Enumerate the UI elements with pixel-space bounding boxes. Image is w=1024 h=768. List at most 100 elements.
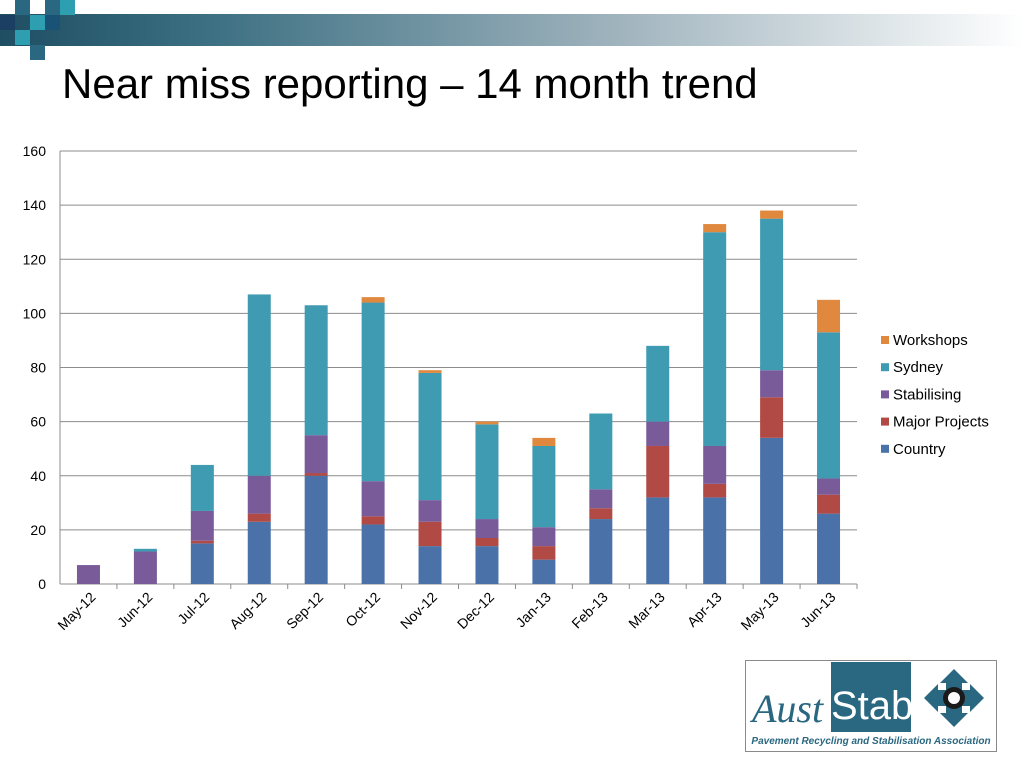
bar-segment-country bbox=[304, 475, 328, 584]
bar-segment-workshops bbox=[418, 370, 442, 373]
bar-segment-major-projects bbox=[304, 473, 328, 476]
bar-segment-stabilising bbox=[133, 551, 157, 584]
bar-segment-workshops bbox=[532, 437, 556, 446]
y-tick-label: 120 bbox=[23, 251, 47, 267]
x-tick-label: Jun-12 bbox=[114, 589, 156, 631]
bar-segment-country bbox=[190, 543, 214, 584]
bar-segment-stabilising bbox=[475, 519, 499, 538]
y-tick-label: 20 bbox=[30, 522, 46, 538]
logo-stab-box: Stab bbox=[831, 662, 914, 732]
bar-segment-sydney bbox=[361, 302, 385, 482]
bar-segment-country bbox=[418, 546, 442, 584]
bar-segment-major-projects bbox=[646, 445, 670, 498]
x-tick-label: Feb-13 bbox=[568, 589, 611, 632]
bar-segment-stabilising bbox=[76, 565, 100, 584]
x-tick-label: Apr-13 bbox=[684, 589, 725, 630]
legend-swatch bbox=[881, 417, 889, 426]
bar-segment-major-projects bbox=[190, 540, 214, 544]
bar-segment-sydney bbox=[418, 372, 442, 501]
bar-segment-country bbox=[760, 437, 784, 584]
bar-segment-stabilising bbox=[760, 370, 784, 398]
bar-segment-country bbox=[646, 497, 670, 584]
bar-segment-sydney bbox=[646, 345, 670, 422]
bar-segment-workshops bbox=[817, 299, 841, 333]
logo-stab-text: Stab bbox=[831, 684, 914, 728]
bar-segment-stabilising bbox=[589, 489, 613, 509]
legend-label: Workshops bbox=[893, 332, 968, 349]
logo-tagline: Pavement Recycling and Stabilisation Ass… bbox=[751, 736, 991, 747]
x-tick-label: Dec-12 bbox=[454, 589, 497, 632]
x-tick-label: Sep-12 bbox=[283, 589, 326, 632]
bar-segment-workshops bbox=[703, 224, 727, 233]
x-tick-label: Jun-13 bbox=[797, 589, 839, 631]
bar-segment-major-projects bbox=[532, 546, 556, 560]
bar-segment-sydney bbox=[532, 445, 556, 528]
legend-swatch bbox=[881, 336, 889, 344]
legend-swatch bbox=[881, 444, 889, 453]
logo-emblem-icon bbox=[922, 667, 986, 729]
bar-segment-stabilising bbox=[304, 435, 328, 474]
bar-segment-stabilising bbox=[532, 527, 556, 547]
bar-segment-major-projects bbox=[418, 521, 442, 547]
x-tick-label: Jan-13 bbox=[512, 589, 554, 631]
bar-segment-major-projects bbox=[247, 513, 271, 522]
bar-segment-country bbox=[532, 559, 556, 584]
bar-segment-stabilising bbox=[190, 510, 214, 541]
bar-segment-workshops bbox=[475, 421, 499, 425]
legend-label: Sydney bbox=[893, 359, 944, 376]
bar-segment-country bbox=[703, 497, 727, 584]
bar-segment-major-projects bbox=[760, 397, 784, 438]
legend-label: Stabilising bbox=[893, 386, 961, 403]
bar-segment-country bbox=[247, 521, 271, 584]
bar-segment-sydney bbox=[703, 232, 727, 446]
bar-segment-country bbox=[589, 519, 613, 584]
x-tick-label: Aug-12 bbox=[226, 589, 269, 632]
bar-segment-stabilising bbox=[418, 500, 442, 522]
bar-segment-major-projects bbox=[703, 483, 727, 498]
x-tick-label: Jul-12 bbox=[174, 589, 212, 627]
decorative-squares bbox=[0, 0, 80, 62]
bar-segment-sydney bbox=[475, 424, 499, 520]
bar-segment-stabilising bbox=[361, 481, 385, 517]
bar-segment-stabilising bbox=[247, 475, 271, 514]
x-tick-label: Nov-12 bbox=[397, 589, 440, 632]
bar-segment-sydney bbox=[247, 294, 271, 476]
legend-swatch bbox=[881, 390, 889, 399]
bar-segment-country bbox=[817, 513, 841, 584]
bar-segment-sydney bbox=[133, 548, 157, 552]
bar-segment-major-projects bbox=[475, 537, 499, 547]
bar-segment-sydney bbox=[760, 218, 784, 371]
legend-label: Major Projects bbox=[893, 414, 989, 431]
y-tick-label: 0 bbox=[38, 576, 46, 592]
legend-swatch bbox=[881, 363, 889, 372]
stacked-bar-chart: 0 20 40 60 80 100 120 140 160 May-12 Jun-12 Jul-12 A… bbox=[23, 143, 989, 633]
bar-segment-major-projects bbox=[361, 516, 385, 525]
y-tick-label: 100 bbox=[23, 305, 47, 321]
bar-segment-stabilising bbox=[817, 478, 841, 495]
slide-title: Near miss reporting – 14 month trend bbox=[62, 60, 758, 107]
auststab-logo: Aust Stab Pavement Recycling and Stabili… bbox=[745, 660, 997, 752]
bar-segment-sydney bbox=[589, 413, 613, 490]
bar-segment-sydney bbox=[817, 332, 841, 479]
y-tick-label: 40 bbox=[30, 468, 46, 484]
bar-segment-workshops bbox=[760, 210, 784, 219]
header-gradient-bar bbox=[0, 14, 1024, 46]
y-tick-label: 160 bbox=[23, 143, 47, 159]
bar-segment-major-projects bbox=[817, 494, 841, 514]
y-tick-label: 80 bbox=[30, 360, 46, 376]
legend-label: Country bbox=[893, 441, 946, 458]
y-tick-label: 60 bbox=[30, 414, 46, 430]
bar-segment-stabilising bbox=[646, 421, 670, 446]
bar-segment-sydney bbox=[190, 464, 214, 511]
x-tick-label: May-12 bbox=[54, 589, 98, 633]
bar-segment-country bbox=[475, 546, 499, 584]
bar-segment-major-projects bbox=[589, 508, 613, 520]
x-tick-label: May-13 bbox=[737, 589, 781, 633]
bar-segment-stabilising bbox=[703, 445, 727, 484]
bar-segment-sydney bbox=[304, 305, 328, 436]
x-tick-label: Mar-13 bbox=[625, 589, 668, 632]
logo-aust-text: Aust bbox=[752, 686, 824, 731]
y-tick-label: 140 bbox=[23, 197, 47, 213]
bar-segment-workshops bbox=[361, 297, 385, 303]
x-tick-label: Oct-12 bbox=[342, 589, 383, 630]
